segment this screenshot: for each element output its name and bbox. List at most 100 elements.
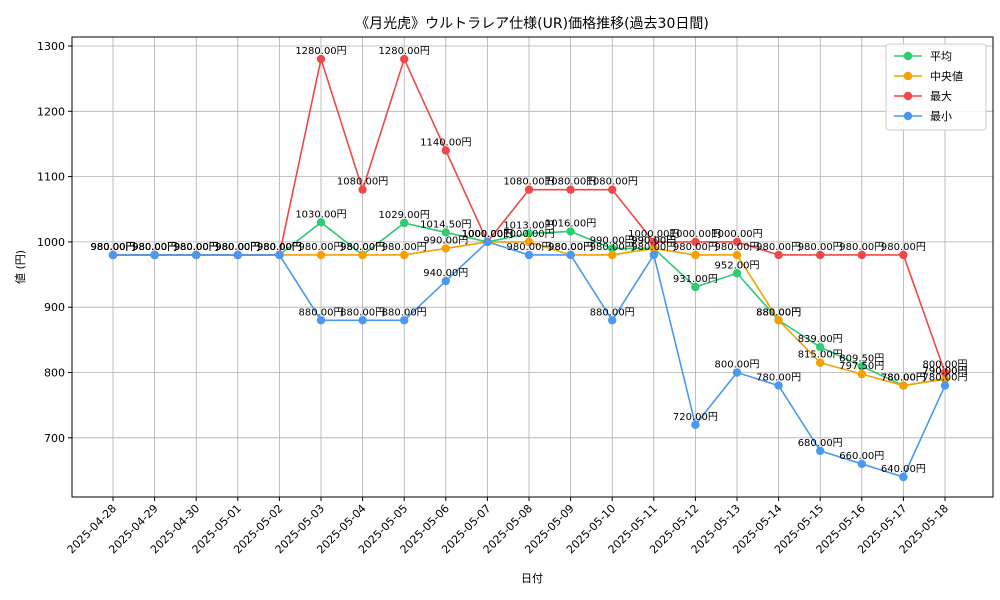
x-axis-label: 日付 xyxy=(521,572,543,585)
data-label: 980.00円 xyxy=(507,242,552,253)
data-label: 1016.00円 xyxy=(545,218,596,229)
data-label: 980.00円 xyxy=(881,242,926,253)
data-label: 1030.00円 xyxy=(295,209,346,220)
data-label: 880.00円 xyxy=(756,307,801,318)
data-label: 780.00円 xyxy=(881,373,926,384)
data-label: 980.00円 xyxy=(340,242,385,253)
data-label: 800.00円 xyxy=(923,360,968,371)
data-point xyxy=(566,227,575,236)
legend-label: 中央値 xyxy=(930,70,963,83)
data-label: 980.00円 xyxy=(548,242,593,253)
data-label: 980.00円 xyxy=(132,242,177,253)
data-label: 980.00円 xyxy=(91,242,136,253)
data-label: 980.00円 xyxy=(91,242,136,253)
data-label: 660.00円 xyxy=(839,451,884,462)
data-label: 880.00円 xyxy=(340,307,385,318)
data-point xyxy=(400,54,409,64)
data-point xyxy=(108,250,118,260)
data-label: 1000.00円 xyxy=(503,229,554,240)
data-point xyxy=(150,250,159,260)
x-axis-ticks: 2025-04-282025-04-292025-04-302025-05-01… xyxy=(65,497,951,556)
data-point xyxy=(275,250,284,260)
data-point xyxy=(899,381,908,390)
data-label: 980.00円 xyxy=(91,242,136,253)
data-point xyxy=(192,250,201,260)
data-label: 780.00円 xyxy=(881,373,926,384)
data-point xyxy=(774,316,783,325)
data-label: 980.00円 xyxy=(257,242,302,253)
data-point xyxy=(816,446,825,456)
data-point xyxy=(732,368,742,377)
data-label: 980.00円 xyxy=(257,242,302,253)
data-label: 720.00円 xyxy=(673,412,718,423)
chart-title: 《月光虎》ウルトラレア仕様(UR)価格推移(過去30日間) xyxy=(355,16,709,32)
data-label: 980.00円 xyxy=(257,242,302,253)
data-point xyxy=(691,250,700,260)
data-label: 980.00円 xyxy=(673,242,718,253)
data-point xyxy=(857,459,866,469)
data-label: 1029.00円 xyxy=(379,210,430,221)
data-label: 980.00円 xyxy=(174,242,219,253)
data-point xyxy=(566,185,575,194)
data-point xyxy=(649,237,658,247)
y-tick-label: 900 xyxy=(44,301,65,314)
data-label: 940.00円 xyxy=(423,268,468,279)
data-label: 990.00円 xyxy=(423,235,468,246)
data-label: 980.00円 xyxy=(132,242,177,253)
data-point xyxy=(400,250,409,260)
data-label: 1280.00円 xyxy=(379,46,430,57)
data-point xyxy=(816,358,825,367)
data-point xyxy=(441,146,450,155)
series-layer xyxy=(108,54,950,482)
data-point xyxy=(524,185,534,194)
data-label: 1013.00円 xyxy=(503,220,554,231)
data-point xyxy=(483,237,492,247)
data-labels: 980.00円980.00円980.00円980.00円980.00円1030.… xyxy=(91,46,968,475)
data-label: 780.00円 xyxy=(923,373,968,384)
data-label: 980.00円 xyxy=(174,242,219,253)
y-tick-label: 1300 xyxy=(37,40,65,53)
data-point xyxy=(774,250,783,260)
legend-marker xyxy=(903,91,913,101)
data-label: 990.00円 xyxy=(631,235,676,246)
data-label: 980.00円 xyxy=(215,242,260,253)
data-label: 980.00円 xyxy=(756,242,801,253)
legend-marker xyxy=(903,111,913,121)
data-label: 980.00円 xyxy=(382,242,427,253)
data-point xyxy=(774,381,783,390)
data-point xyxy=(899,250,908,260)
data-point xyxy=(649,244,658,253)
y-tick-label: 1200 xyxy=(37,105,65,118)
data-label: 990.00円 xyxy=(631,235,676,246)
data-point xyxy=(816,342,825,352)
data-label: 790.00円 xyxy=(923,366,968,377)
data-label: 980.00円 xyxy=(174,242,219,253)
data-point xyxy=(524,229,534,238)
data-label: 880.00円 xyxy=(756,307,801,318)
data-label: 980.00円 xyxy=(798,242,843,253)
data-point xyxy=(316,218,326,227)
legend-label: 平均 xyxy=(930,50,952,63)
data-label: 880.00円 xyxy=(299,307,344,318)
data-label: 1280.00円 xyxy=(295,46,346,57)
data-label: 839.00円 xyxy=(798,334,843,345)
data-point xyxy=(732,269,742,278)
data-label: 1000.00円 xyxy=(711,229,762,240)
data-point xyxy=(857,362,866,371)
data-label: 980.00円 xyxy=(715,242,760,253)
data-point xyxy=(441,276,450,286)
data-label: 640.00円 xyxy=(881,464,926,475)
data-label: 880.00円 xyxy=(590,307,635,318)
data-point xyxy=(441,244,450,253)
legend-box xyxy=(885,43,987,131)
data-label: 931.00円 xyxy=(673,274,718,285)
data-label: 980.00円 xyxy=(548,242,593,253)
data-label: 809.50円 xyxy=(839,353,884,364)
data-point xyxy=(608,250,617,260)
data-label: 880.00円 xyxy=(382,307,427,318)
data-point xyxy=(608,185,617,194)
legend-marker xyxy=(903,71,913,81)
data-label: 980.00円 xyxy=(590,242,635,253)
legend-label: 最大 xyxy=(930,89,952,103)
